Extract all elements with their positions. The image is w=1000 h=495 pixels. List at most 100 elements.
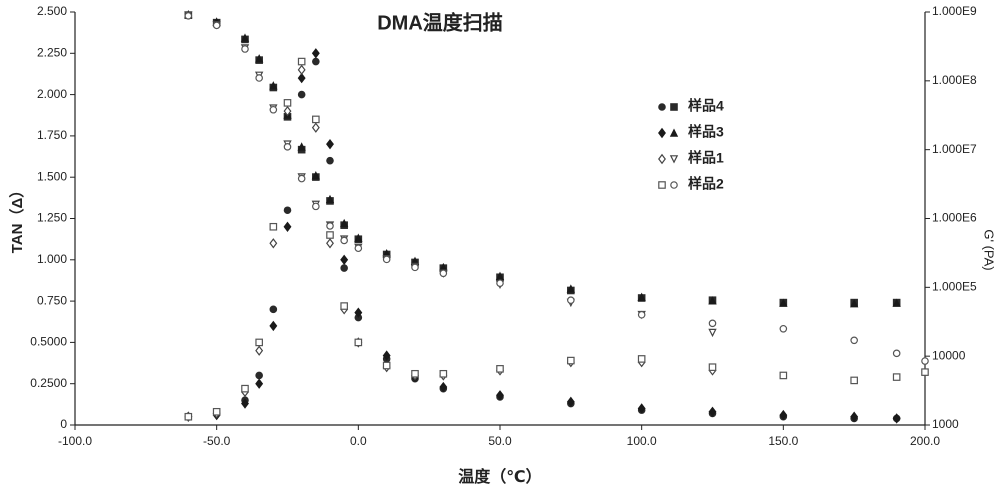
data-point (269, 320, 278, 332)
data-point (708, 328, 717, 338)
x-tick-label: 0.0 (350, 434, 367, 448)
x-tick-label: 200.0 (910, 434, 940, 448)
y-tick-label: 1.000 (37, 252, 67, 266)
x-axis-title: 温度（℃） (457, 467, 541, 486)
x-tick-label: 100.0 (627, 434, 657, 448)
data-point (339, 218, 349, 228)
legend-marker (670, 103, 678, 111)
y-tick-label: 0.5000 (30, 335, 67, 349)
data-point (340, 236, 348, 245)
data-point (411, 263, 419, 272)
legend-marker (669, 155, 679, 164)
data-point (567, 356, 575, 365)
x-tick-label: 150.0 (768, 434, 798, 448)
data-point (892, 413, 901, 424)
data-point (255, 378, 264, 389)
data-point (297, 90, 306, 99)
data-point (325, 194, 335, 204)
y-tick-label: 0.750 (37, 293, 67, 307)
data-point (297, 64, 306, 76)
y2-tick-label: 1.000E8 (932, 73, 977, 87)
data-point (297, 57, 306, 66)
data-point (850, 376, 858, 385)
y-tick-label: 0 (60, 417, 67, 431)
data-point (312, 202, 320, 211)
data-point (921, 368, 929, 376)
data-point (340, 302, 348, 310)
data-point (779, 298, 788, 307)
legend-marker (658, 153, 666, 165)
legend-marker (658, 127, 666, 139)
legend-marker (669, 128, 679, 137)
legend-label: 样品1 (688, 150, 724, 166)
data-point (382, 361, 391, 370)
y-tick-label: 1.250 (37, 211, 67, 225)
data-point (340, 264, 348, 272)
data-point (354, 244, 363, 253)
y2-tick-label: 1.000E9 (932, 4, 977, 18)
data-point (708, 319, 717, 328)
y2-tick-label: 1.000E5 (932, 280, 977, 294)
data-point (921, 357, 929, 365)
y2-axis-title: G' (PA) (982, 229, 997, 270)
data-point (439, 369, 448, 378)
data-point (312, 115, 320, 124)
y-tick-label: 0.2500 (30, 376, 67, 390)
data-point (326, 238, 334, 249)
data-point (241, 45, 249, 53)
chart-title: DMA温度扫描 (377, 10, 503, 34)
y-tick-label: 1.750 (37, 128, 67, 142)
data-point (850, 336, 858, 345)
data-point (297, 142, 306, 151)
data-point (283, 99, 292, 107)
data-point (283, 206, 292, 215)
data-point (637, 292, 646, 301)
data-point (850, 411, 859, 422)
data-point (382, 350, 391, 361)
data-point (283, 143, 292, 151)
data-point (326, 222, 334, 230)
data-point (637, 355, 646, 363)
data-point (354, 233, 363, 242)
data-point (849, 299, 859, 308)
data-point (567, 296, 575, 305)
data-point (212, 21, 221, 30)
data-point (184, 12, 193, 20)
data-point (892, 349, 901, 358)
data-point (439, 269, 448, 278)
data-point (283, 221, 292, 232)
data-point (254, 54, 264, 63)
data-point (255, 371, 263, 380)
legend-marker (670, 181, 678, 189)
data-point (382, 255, 391, 264)
data-point (240, 33, 250, 42)
data-point (892, 373, 901, 381)
x-tick-label: 50.0 (488, 434, 512, 448)
data-point (340, 254, 349, 265)
y2-tick-label: 1.000E7 (932, 142, 977, 156)
data-point (269, 222, 278, 231)
y2-tick-label: 10000 (932, 348, 966, 362)
y-tick-label: 2.500 (37, 4, 67, 18)
y-axis-title: TAN（Δ） (8, 183, 26, 254)
data-point (311, 122, 320, 133)
y2-tick-label: 1.000E6 (932, 211, 977, 225)
data-point (326, 156, 334, 165)
data-point (779, 371, 788, 380)
data-point (354, 338, 363, 347)
data-point (779, 409, 788, 421)
data-point (311, 48, 320, 59)
x-tick-label: -100.0 (58, 434, 92, 448)
legend-label: 样品2 (688, 176, 724, 192)
data-point (496, 365, 504, 373)
data-point (297, 72, 306, 84)
data-point (269, 305, 278, 314)
legend-marker (658, 181, 666, 189)
data-point (326, 138, 334, 150)
legend-marker (658, 103, 666, 111)
data-point (297, 174, 306, 183)
data-point (708, 406, 717, 417)
data-point (708, 296, 717, 305)
data-point (566, 396, 575, 408)
